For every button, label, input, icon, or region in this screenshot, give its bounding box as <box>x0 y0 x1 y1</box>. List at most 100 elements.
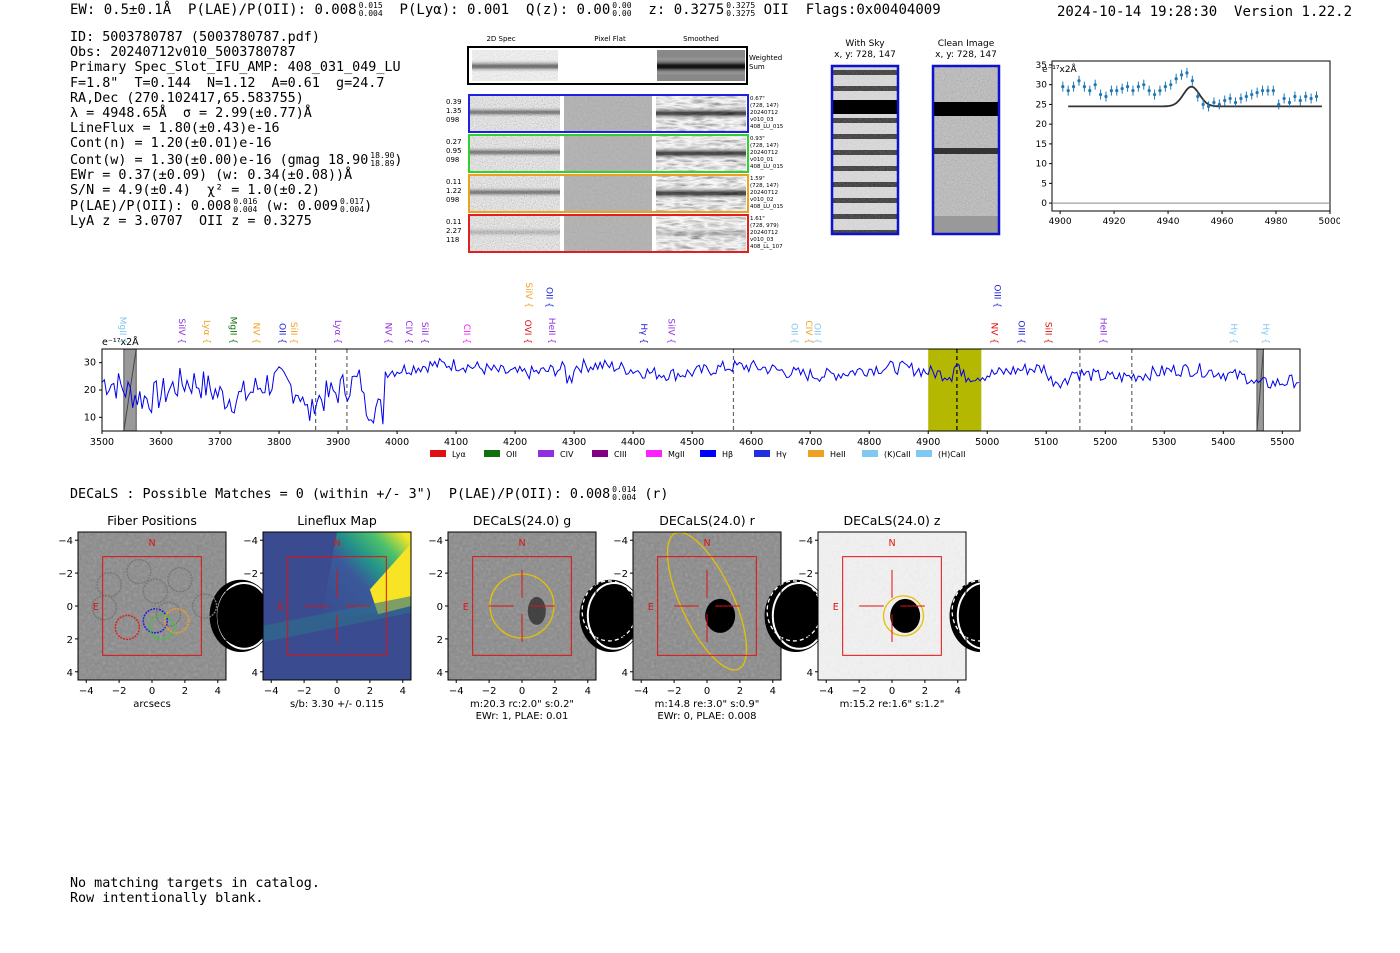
fov-box <box>102 556 202 656</box>
zoom-data-point <box>1223 98 1227 103</box>
zoom-data-point <box>1304 94 1308 99</box>
fiber-circle <box>149 614 175 641</box>
decals-summary: DECaLS : Possible Matches = 0 (within +/… <box>70 485 669 503</box>
panel-ytick: 4 <box>437 668 443 679</box>
header-summary: EW: 0.5±0.1Å P(LAE)/P(OII): 0.008 0.015 0.… <box>70 2 941 19</box>
panel-caption: m:20.3 rc:2.0" s:0.2" <box>470 699 574 710</box>
spectrum-xtick: 4800 <box>857 437 881 448</box>
zoom-data-point <box>1293 94 1297 99</box>
spectral-line-label: NV { <box>382 323 392 344</box>
panel-xtick: −2 <box>112 686 127 697</box>
spectrum-xtick: 5300 <box>1152 437 1176 448</box>
info-contw: Cont(w) = 1.30(±0.00)e-16 (gmag 18.90 18.… <box>70 150 403 168</box>
imaging-panels: Fiber Positions N E −4 4 −2 2 0 0 2 −2 4 −4 arcsecs Li… <box>58 513 980 722</box>
zoom-data-point <box>1314 94 1319 99</box>
cutout-row-border <box>468 174 749 213</box>
imaging-panel: DECaLS(24.0) g N E −4 4 −2 2 0 0 2 −2 4 −4 m:20.3 rc:… <box>428 513 643 722</box>
east-label: E <box>463 602 469 613</box>
zoom-data-point <box>1120 87 1124 91</box>
with-sky-xy: x, y: 728, 147 <box>834 50 896 60</box>
panel-xtick: 4 <box>770 686 776 697</box>
zoom-data-point <box>1201 102 1205 107</box>
panel-xtick: 2 <box>367 686 373 697</box>
header-z-line: OII <box>763 2 789 18</box>
spectral-line-label: SiIV { <box>176 318 186 344</box>
panel-caption-2: EWr: 0, PLAE: 0.008 <box>657 711 756 722</box>
imaging-panel: DECaLS(24.0) z N E −4 4 −2 2 0 0 2 −2 4 −4 m:15.2 re:… <box>798 513 980 710</box>
imaging-panel: Lineflux Map N E −4 4 −2 2 0 0 2 −2 4 −4 s/b: 3.30 +/… <box>243 513 412 710</box>
panel-ytick: −4 <box>243 536 258 547</box>
cutout-right-label: 408_LU_015 <box>750 164 784 170</box>
cutout-left-label: 2.27 <box>446 227 462 235</box>
cutout-right-label: v010_03 <box>750 117 774 123</box>
legend-swatch <box>808 450 824 457</box>
cutout-right-label: 1.61" <box>750 216 765 222</box>
zoom-data-point <box>1077 79 1081 83</box>
panel-caption: m:15.2 re:1.6" s:1.2" <box>840 699 945 710</box>
cutout-right-label: 20240712 <box>750 110 778 116</box>
zoom-data-point <box>1088 89 1092 93</box>
spectral-line-label: Hγ { <box>638 323 648 344</box>
fiber-circle <box>142 578 169 604</box>
legend-label: Hβ <box>722 450 733 459</box>
zoom-data-point <box>1061 85 1065 89</box>
zoom-data-point <box>1260 89 1265 93</box>
catalog-line-1: No matching targets in catalog. <box>70 876 320 891</box>
zoom-xtick: 4900 <box>1049 217 1072 227</box>
panel-ytick: 0 <box>622 602 628 613</box>
panel-ytick: −4 <box>58 536 73 547</box>
zoom-ytick: 15 <box>1036 140 1047 150</box>
spectrum-xtick: 4600 <box>739 437 763 448</box>
spectral-line-label: Hγ { <box>1228 323 1238 344</box>
full-spectrum-plot: 3500 3600 3700 3800 3900 4000 4100 4200 4300 4400… <box>84 282 1301 459</box>
panel-xtick: 0 <box>334 686 340 697</box>
spectral-line-label: OII { <box>811 323 821 344</box>
zoom-data-point <box>1228 96 1232 101</box>
zoom-data-point <box>1282 96 1286 101</box>
zoom-data-point <box>1244 94 1248 99</box>
cutout-right-label: 408_LU_015 <box>750 124 784 130</box>
panel-ytick: −2 <box>243 569 258 580</box>
info-primary: Primary Spec_Slot_IFU_AMP: 408_031_049_L… <box>70 60 401 76</box>
panel-xtick: 4 <box>955 686 961 697</box>
fiber-circle <box>126 558 152 585</box>
north-label: N <box>333 538 340 549</box>
panel-xtick: −2 <box>297 686 312 697</box>
cutout-right-label: 1.59" <box>750 176 765 182</box>
north-label: N <box>518 538 525 549</box>
fiber-circle <box>191 593 218 619</box>
panel-title: DECaLS(24.0) z <box>844 513 941 528</box>
spectrum-xtick: 5200 <box>1093 437 1117 448</box>
spectrum-axes-frame <box>101 348 1301 432</box>
zoom-data-point <box>1136 85 1140 89</box>
zoom-data-point <box>1098 92 1103 97</box>
panel-xtick: 2 <box>552 686 558 697</box>
clean-image <box>931 64 1001 236</box>
fov-box <box>472 556 572 656</box>
zoom-ytick: 5 <box>1041 179 1047 189</box>
header-flags: Flags:0x00404009 <box>805 2 941 18</box>
fiber-circle <box>114 614 141 641</box>
legend-label: Hγ <box>776 450 787 459</box>
zoom-data-point <box>1298 98 1302 103</box>
panel-xtick: −2 <box>667 686 682 697</box>
panel-ytick: −4 <box>613 536 628 547</box>
fov-box <box>842 556 942 656</box>
cutout-row-border <box>468 214 749 253</box>
header-plya: P(Lyα): 0.001 <box>399 2 510 18</box>
header-ew: EW: 0.5±0.1Å <box>70 2 172 18</box>
info-lineflux: LineFlux = 1.80(±0.43)e-16 <box>70 121 280 137</box>
zoom-data-point <box>1217 102 1221 107</box>
fiber-circle <box>91 594 118 621</box>
header-plae: P(LAE)/P(OII): 0.008 <box>188 2 357 18</box>
zoom-data-point <box>1174 77 1178 81</box>
spectrum-ytick: 20 <box>84 385 96 396</box>
panel-ytick: −2 <box>428 569 443 580</box>
zoom-data-point <box>1233 100 1238 105</box>
info-radec: RA,Dec (270.102417,65.583755) <box>70 90 304 106</box>
cutout-left-label: 0.11 <box>446 218 462 226</box>
spectral-line-label: SiIV { <box>666 318 676 344</box>
panel-xtick: 4 <box>400 686 406 697</box>
